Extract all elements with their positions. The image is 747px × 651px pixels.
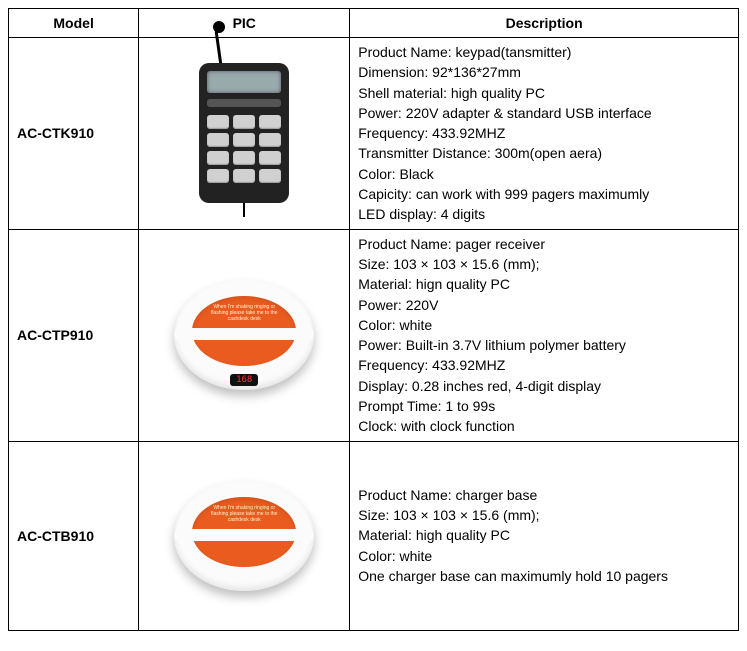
spec-text: Color: Black: [358, 164, 730, 184]
spec-text: Power: 220V adapter & standard USB inter…: [358, 103, 730, 123]
spec-text: Size: 103 × 103 × 15.6 (mm);: [358, 254, 730, 274]
charger-base-image: When I'm shaking ringing or flashing ple…: [147, 446, 341, 626]
model-cell: AC-CTB910: [9, 441, 139, 630]
spec-text: Material: hign quality PC: [358, 274, 730, 294]
lcd-screen-icon: [207, 71, 281, 93]
desc-cell: Product Name: pager receiver Size: 103 ×…: [350, 229, 739, 441]
pic-cell: When I'm shaking ringing or flashing ple…: [139, 441, 350, 630]
product-spec-table: Model PIC Description AC-CTK910: [8, 8, 739, 631]
spec-text: Prompt Time: 1 to 99s: [358, 396, 730, 416]
spec-text: Power: 220V: [358, 295, 730, 315]
table-row: AC-CTK910: [9, 38, 739, 230]
desc-cell: Product Name: keypad(tansmitter) Dimensi…: [350, 38, 739, 230]
header-model: Model: [9, 9, 139, 38]
spec-text: Frequency: 433.92MHZ: [358, 355, 730, 375]
pic-cell: When I'm shaking ringing or flashing ple…: [139, 229, 350, 441]
spec-text: Product Name: charger base: [358, 485, 730, 505]
header-pic: PIC: [139, 9, 350, 38]
spec-text: One charger base can maximumly hold 10 p…: [358, 566, 730, 586]
model-cell: AC-CTP910: [9, 229, 139, 441]
header-row: Model PIC Description: [9, 9, 739, 38]
pager-receiver-image: When I'm shaking ringing or flashing ple…: [147, 245, 341, 425]
header-desc: Description: [350, 9, 739, 38]
pager-label-icon: When I'm shaking ringing or flashing ple…: [204, 505, 284, 523]
spec-text: Shell material: high quality PC: [358, 83, 730, 103]
spec-text: LED display: 4 digits: [358, 204, 730, 224]
keypad-transmitter-image: [147, 43, 341, 223]
spec-text: Frequency: 433.92MHZ: [358, 123, 730, 143]
spec-text: Color: white: [358, 315, 730, 335]
spec-text: Product Name: keypad(tansmitter): [358, 42, 730, 62]
cable-icon: [243, 203, 245, 217]
spec-text: Dimension: 92*136*27mm: [358, 62, 730, 82]
desc-cell: Product Name: charger base Size: 103 × 1…: [350, 441, 739, 630]
keypad-grid-icon: [207, 115, 281, 183]
spec-text: Color: white: [358, 546, 730, 566]
led-display-icon: 168: [230, 374, 258, 386]
table-row: AC-CTP910 When I'm shaking ringing or fl…: [9, 229, 739, 441]
pic-cell: [139, 38, 350, 230]
pager-label-icon: When I'm shaking ringing or flashing ple…: [204, 304, 284, 322]
table-row: AC-CTB910 When I'm shaking ringing or fl…: [9, 441, 739, 630]
model-cell: AC-CTK910: [9, 38, 139, 230]
spec-text: Clock: with clock function: [358, 416, 730, 436]
spec-text: Size: 103 × 103 × 15.6 (mm);: [358, 505, 730, 525]
spec-text: Display: 0.28 inches red, 4-digit displa…: [358, 376, 730, 396]
spec-text: Capicity: can work with 999 pagers maxim…: [358, 184, 730, 204]
spec-text: Power: Built-in 3.7V lithium polymer bat…: [358, 335, 730, 355]
spec-text: Transmitter Distance: 300m(open aera): [358, 143, 730, 163]
spec-text: Product Name: pager receiver: [358, 234, 730, 254]
spec-text: Material: high quality PC: [358, 525, 730, 545]
